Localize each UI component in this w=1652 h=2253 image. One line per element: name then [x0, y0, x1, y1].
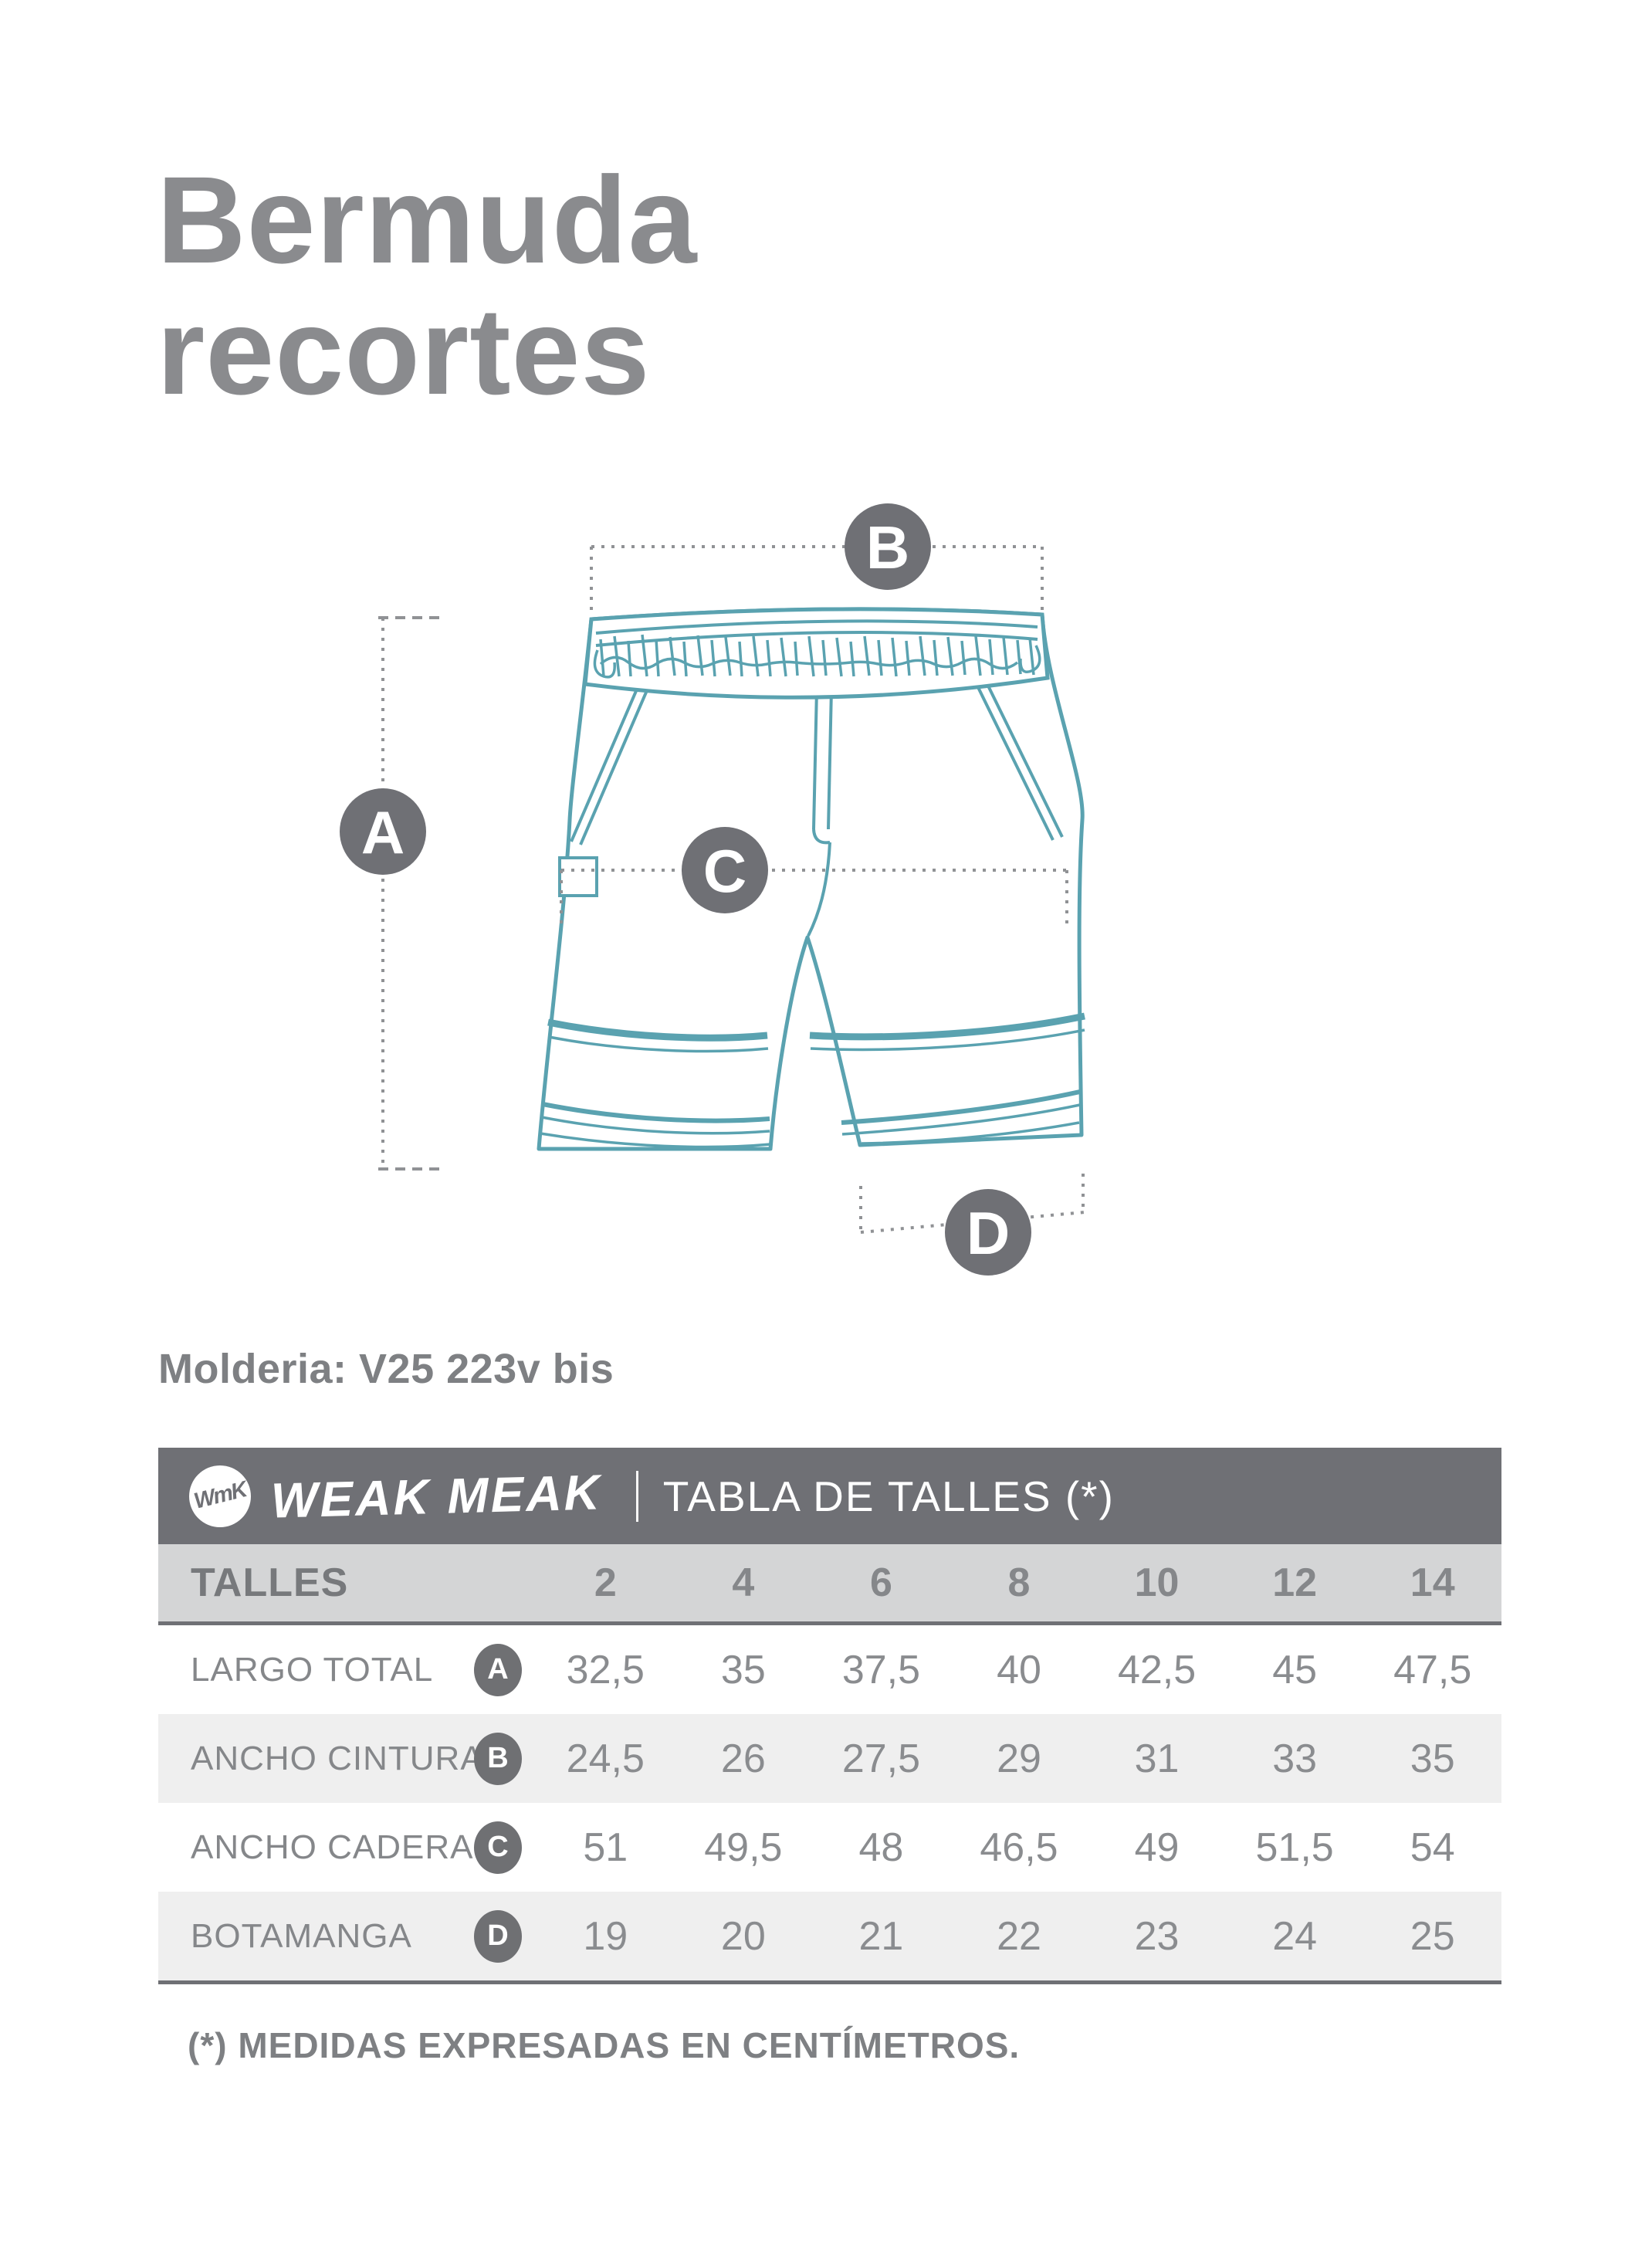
- badge-cell: C: [459, 1821, 537, 1874]
- measure-value: 29: [997, 1736, 1041, 1781]
- measure-value: 21: [858, 1913, 904, 1959]
- size-table-header: WmK WEAK MEAK TABLA DE TALLES (*): [158, 1448, 1501, 1544]
- measure-a-lines: [378, 616, 440, 1171]
- badge-cell: A: [459, 1643, 537, 1696]
- measure-value: 31: [1134, 1736, 1180, 1781]
- measure-c-lines: [560, 869, 1068, 924]
- brand-monogram: WmK: [191, 1477, 249, 1514]
- marker-c: C: [682, 827, 768, 913]
- size-column-header: 8: [1007, 1560, 1031, 1605]
- row-label: LARGO TOTAL: [191, 1650, 434, 1689]
- row-label: ANCHO CINTURA: [191, 1739, 484, 1777]
- measure-value: 24: [1272, 1913, 1318, 1959]
- marker-d-badge: D: [474, 1909, 522, 1963]
- marker-b-letter: B: [866, 513, 909, 581]
- brand-name: WEAK MEAK: [270, 1463, 603, 1529]
- measure-value: 49,5: [704, 1824, 783, 1870]
- measure-value: 22: [997, 1913, 1041, 1959]
- measure-value: 54: [1410, 1824, 1455, 1870]
- table-row-ancho-cintura: ANCHO CINTURA B 24,5 26 27,5 29 31 33 35: [158, 1714, 1501, 1803]
- badge-cell: D: [459, 1909, 537, 1963]
- badge-cell: B: [459, 1732, 537, 1785]
- measure-value: 46,5: [980, 1824, 1058, 1870]
- shorts-pockets: [570, 677, 1064, 845]
- measure-value: 49: [1134, 1824, 1180, 1870]
- measure-b-lines: [590, 545, 1044, 615]
- size-column-header: 12: [1272, 1560, 1318, 1605]
- shorts-waistband: [583, 607, 1050, 700]
- measure-value: 19: [583, 1913, 628, 1959]
- size-column-header: 6: [869, 1560, 892, 1605]
- size-table-title: TABLA DE TALLES (*): [662, 1472, 1115, 1520]
- brand-logo-icon: WmK: [189, 1465, 251, 1527]
- measure-value: 23: [1134, 1913, 1180, 1959]
- measure-value: 35: [720, 1647, 766, 1692]
- units-footnote: (*) MEDIDAS EXPRESADAS EN CENTÍMETROS.: [188, 2025, 1021, 2065]
- marker-d: D: [945, 1189, 1031, 1276]
- measure-value: 24,5: [566, 1736, 645, 1781]
- sizes-header-row: TALLES 2 4 6 8 10 12 14: [158, 1544, 1501, 1625]
- table-row-ancho-cadera: ANCHO CADERA C 51 49,5 48 46,5 49 51,5 5…: [158, 1803, 1501, 1892]
- shorts-technical-drawing: A B C D: [340, 503, 1085, 1276]
- measure-value: 51: [583, 1824, 628, 1870]
- marker-b: B: [845, 503, 931, 590]
- measure-value: 26: [720, 1736, 766, 1781]
- size-column-header: 2: [594, 1560, 617, 1605]
- sizes-header-label: TALLES: [191, 1560, 349, 1605]
- marker-a-badge: A: [474, 1643, 522, 1696]
- size-table: WmK WEAK MEAK TABLA DE TALLES (*) TALLES…: [158, 1448, 1501, 1984]
- marker-a-letter: A: [361, 798, 405, 866]
- measure-value: 37,5: [841, 1647, 921, 1692]
- measure-value: 42,5: [1117, 1647, 1197, 1692]
- shorts-fly: [807, 688, 833, 937]
- shorts-panel-stripes: [540, 1012, 1085, 1149]
- table-row-botamanga: BOTAMANGA D 19 20 21 22 23 24 25: [158, 1892, 1501, 1980]
- measure-value: 27,5: [841, 1736, 921, 1781]
- pattern-reference: Molderia: V25 223v bis: [158, 1346, 614, 1392]
- measure-value: 40: [997, 1647, 1041, 1692]
- marker-c-badge: C: [474, 1821, 522, 1874]
- measure-value: 20: [720, 1913, 766, 1959]
- shorts-side-label: [558, 856, 598, 897]
- page-title: Bermuda recortes: [157, 151, 698, 420]
- row-label: ANCHO CADERA: [191, 1828, 474, 1866]
- measure-value: 47,5: [1393, 1647, 1472, 1692]
- marker-b-badge: B: [474, 1732, 522, 1785]
- table-row-largo-total: LARGO TOTAL A 32,5 35 37,5 40 42,5 45 47…: [158, 1625, 1501, 1714]
- marker-d-letter: D: [966, 1199, 1010, 1267]
- marker-a: A: [340, 788, 426, 875]
- header-divider: [635, 1470, 638, 1522]
- measure-value: 35: [1410, 1736, 1455, 1781]
- measure-value: 25: [1410, 1913, 1455, 1959]
- marker-c-letter: C: [703, 837, 746, 905]
- measure-value: 33: [1272, 1736, 1318, 1781]
- measure-value: 32,5: [566, 1647, 645, 1692]
- size-column-header: 14: [1410, 1560, 1455, 1605]
- measure-value: 45: [1272, 1647, 1318, 1692]
- measure-value: 48: [858, 1824, 904, 1870]
- row-label: BOTAMANGA: [191, 1916, 412, 1955]
- table-bottom-rule: [158, 1980, 1501, 1984]
- size-column-header: 10: [1134, 1560, 1180, 1605]
- size-column-header: 4: [732, 1560, 755, 1605]
- measure-value: 51,5: [1255, 1824, 1334, 1870]
